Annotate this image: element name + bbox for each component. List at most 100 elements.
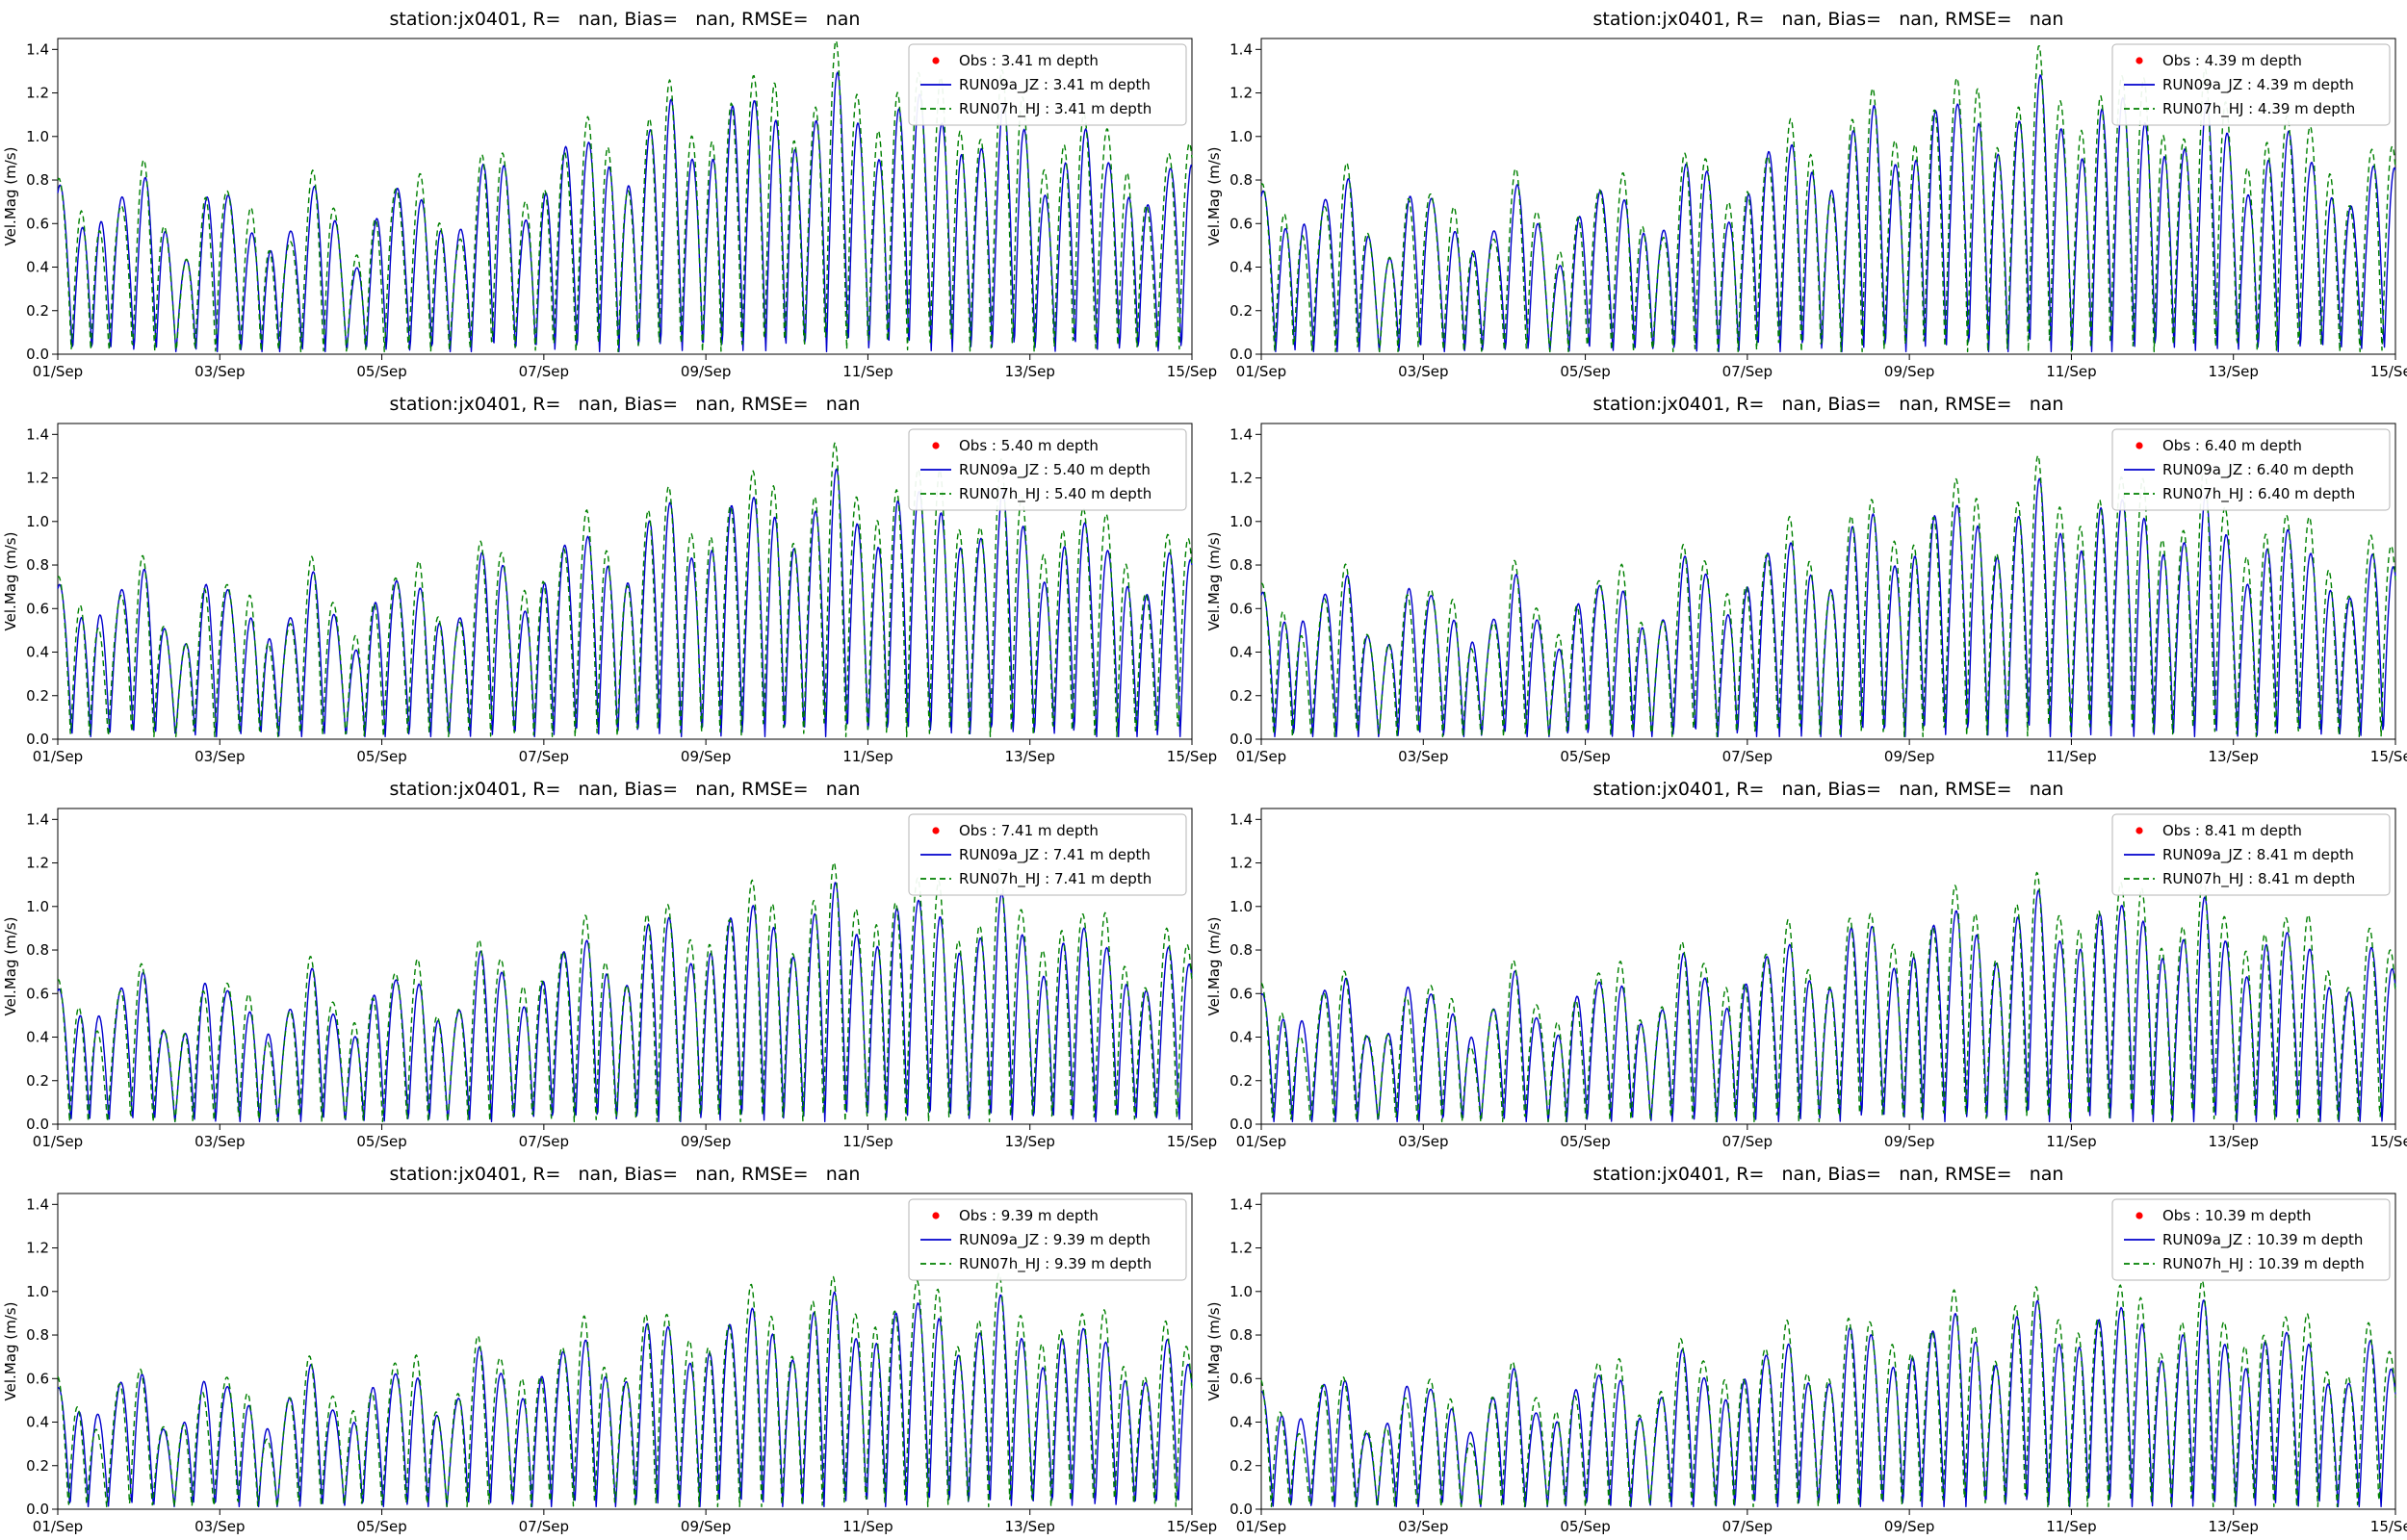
y-tick-label: 0.8	[26, 1326, 49, 1344]
y-tick-label: 0.8	[1229, 941, 1253, 959]
x-tick-label: 13/Sep	[2209, 748, 2259, 765]
legend: Obs : 7.41 m depth RUN09a_JZ : 7.41 m dep…	[908, 813, 1187, 896]
series-line-run09a-jz	[57, 1291, 1193, 1507]
y-tick-label: 0.4	[26, 1029, 49, 1046]
legend-label: RUN09a_JZ : 4.39 m depth	[2162, 76, 2354, 94]
x-tick-label: 05/Sep	[1560, 1518, 1610, 1535]
y-tick-label: 0.8	[26, 171, 49, 189]
y-tick-label: 0.6	[26, 215, 49, 232]
x-tick-label: 07/Sep	[1722, 363, 1773, 380]
chart-title: station:jx0401, R= nan, Bias= nan, RMSE=…	[390, 394, 861, 415]
x-tick-label: 15/Sep	[1167, 1133, 1217, 1150]
legend-label: RUN09a_JZ : 6.40 m depth	[2162, 461, 2354, 479]
series-line-run09a-jz	[1260, 1299, 2396, 1507]
legend-box	[2111, 428, 2391, 511]
legend-label: RUN07h_HJ : 8.41 m depth	[2162, 870, 2355, 888]
legend-label: RUN09a_JZ : 8.41 m depth	[2162, 846, 2354, 864]
y-tick-label: 1.0	[26, 513, 49, 530]
plot-frame	[1260, 423, 2396, 740]
series-line-run09a-jz	[57, 882, 1193, 1122]
chart-canvas: station:jx0401, R= nan, Bias= nan, RMSE=…	[1205, 1164, 2407, 1535]
series-line-run07h-hj	[1260, 871, 2396, 1122]
legend-label: RUN07h_HJ : 3.41 m depth	[959, 100, 1152, 118]
obs-marker-dot-icon	[2135, 442, 2143, 449]
plot-frame	[57, 1193, 1193, 1510]
x-tick-label: 11/Sep	[842, 1518, 893, 1535]
y-tick-label: 0.6	[26, 985, 49, 1002]
chart-canvas: station:jx0401, R= nan, Bias= nan, RMSE=…	[2, 9, 1217, 380]
x-tick-label: 01/Sep	[33, 1518, 83, 1535]
x-tick-label: 07/Sep	[519, 363, 569, 380]
plot-frame	[57, 38, 1193, 355]
subplot-2: station:jx0401, R= nan, Bias= nan, RMSE=…	[1204, 0, 2407, 385]
x-tick-label: 09/Sep	[1884, 363, 1934, 380]
series-line-run07h-hj	[1260, 1279, 2396, 1507]
y-tick-label: 0.4	[26, 259, 49, 276]
y-tick-label: 0.4	[26, 644, 49, 661]
x-tick-label: 13/Sep	[1005, 1518, 1055, 1535]
subplot-4: station:jx0401, R= nan, Bias= nan, RMSE=…	[1204, 385, 2407, 770]
y-tick-label: 0.4	[1229, 1029, 1253, 1046]
legend-box	[908, 813, 1187, 896]
y-axis-label: Vel.Mag (m/s)	[2, 917, 19, 1016]
x-tick-label: 13/Sep	[1005, 748, 1055, 765]
legend-box	[2111, 43, 2391, 126]
x-tick-label: 03/Sep	[194, 748, 245, 765]
x-tick-label: 11/Sep	[2046, 363, 2096, 380]
x-tick-label: 03/Sep	[1398, 363, 1448, 380]
y-tick-label: 0.4	[1229, 259, 1253, 276]
x-tick-label: 03/Sep	[194, 1133, 245, 1150]
y-tick-label: 0.0	[26, 346, 49, 363]
x-tick-label: 01/Sep	[1236, 363, 1286, 380]
x-tick-label: 03/Sep	[194, 363, 245, 380]
x-tick-label: 03/Sep	[1398, 1518, 1448, 1535]
legend-label: RUN09a_JZ : 10.39 m depth	[2162, 1231, 2363, 1249]
y-tick-label: 1.2	[26, 855, 49, 872]
y-tick-label: 1.4	[1229, 1195, 1253, 1213]
x-tick-label: 15/Sep	[2370, 1518, 2407, 1535]
y-tick-label: 1.0	[26, 898, 49, 915]
subplot-8: station:jx0401, R= nan, Bias= nan, RMSE=…	[1204, 1155, 2407, 1540]
x-tick-label: 15/Sep	[2370, 748, 2407, 765]
y-tick-label: 0.6	[1229, 985, 1253, 1002]
chart-title: station:jx0401, R= nan, Bias= nan, RMSE=…	[1593, 779, 2064, 800]
legend-label: Obs : 4.39 m depth	[2162, 52, 2302, 69]
x-tick-label: 09/Sep	[681, 1133, 731, 1150]
chart-canvas: station:jx0401, R= nan, Bias= nan, RMSE=…	[1205, 779, 2407, 1150]
legend: Obs : 8.41 m depth RUN09a_JZ : 8.41 m dep…	[2111, 813, 2391, 896]
y-axis-label: Vel.Mag (m/s)	[2, 1302, 19, 1401]
legend-label: RUN07h_HJ : 5.40 m depth	[959, 485, 1152, 503]
legend: Obs : 9.39 m depth RUN09a_JZ : 9.39 m dep…	[908, 1198, 1187, 1281]
x-tick-label: 15/Sep	[2370, 1133, 2407, 1150]
obs-marker-dot-icon	[2135, 1212, 2143, 1219]
obs-marker-dot-icon	[2135, 57, 2143, 64]
x-tick-label: 13/Sep	[1005, 1133, 1055, 1150]
series-line-run09a-jz	[1260, 889, 2396, 1122]
x-tick-label: 07/Sep	[1722, 748, 1773, 765]
y-tick-label: 0.0	[1229, 1501, 1253, 1518]
legend-label: RUN07h_HJ : 7.41 m depth	[959, 870, 1152, 888]
x-tick-label: 05/Sep	[356, 363, 406, 380]
y-tick-label: 1.2	[26, 470, 49, 487]
legend-label: Obs : 6.40 m depth	[2162, 437, 2302, 454]
y-tick-label: 0.2	[26, 1072, 49, 1090]
y-axis-label: Vel.Mag (m/s)	[1205, 147, 1223, 246]
y-tick-label: 0.6	[1229, 600, 1253, 617]
legend-label: Obs : 7.41 m depth	[959, 822, 1099, 839]
x-tick-label: 05/Sep	[1560, 363, 1610, 380]
x-tick-label: 09/Sep	[681, 1518, 731, 1535]
x-tick-label: 01/Sep	[1236, 1518, 1286, 1535]
chart-title: station:jx0401, R= nan, Bias= nan, RMSE=…	[1593, 1164, 2064, 1185]
legend: Obs : 5.40 m depth RUN09a_JZ : 5.40 m dep…	[908, 428, 1187, 511]
legend-label: RUN09a_JZ : 3.41 m depth	[959, 76, 1151, 94]
legend-label: RUN07h_HJ : 6.40 m depth	[2162, 485, 2355, 503]
y-tick-label: 1.4	[1229, 40, 1253, 58]
chart-canvas: station:jx0401, R= nan, Bias= nan, RMSE=…	[2, 1164, 1217, 1535]
series-line-run07h-hj	[57, 861, 1193, 1122]
y-tick-label: 1.0	[1229, 1283, 1253, 1300]
y-tick-label: 0.0	[1229, 1116, 1253, 1133]
y-tick-label: 1.4	[26, 1195, 49, 1213]
legend: Obs : 6.40 m depth RUN09a_JZ : 6.40 m dep…	[2111, 428, 2391, 511]
plot-frame	[57, 808, 1193, 1125]
y-tick-label: 0.2	[1229, 1072, 1253, 1090]
